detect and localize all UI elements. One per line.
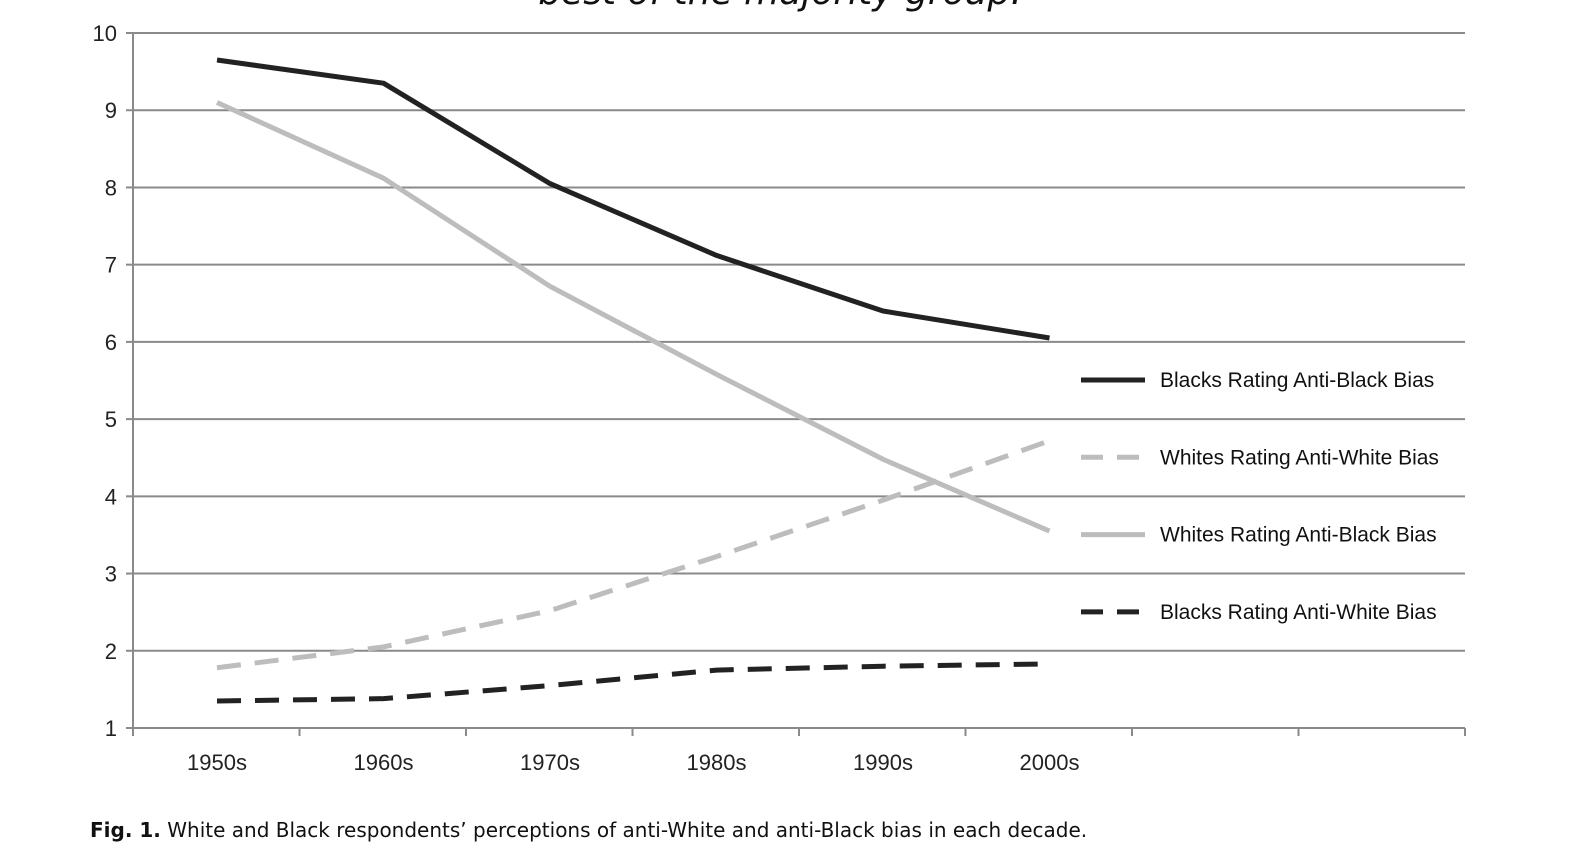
y-tick-label-9: 9 (105, 98, 117, 123)
chart-title: best of the majority group. (538, 0, 1022, 13)
y-tick-label-10: 10 (93, 21, 117, 46)
x-tick-label-1950s: 1950s (187, 750, 247, 775)
y-tick-label-6: 6 (105, 330, 117, 355)
y-tick-label-7: 7 (105, 253, 117, 278)
legend-label-3: Whites Rating Anti-Black Bias (1160, 524, 1437, 547)
axes: 1 2 3 4 5 6 7 8 9 10 1950s 1960s 1970s 1980s 1990s 2000… (93, 21, 1466, 775)
x-tick-label-1970s: 1970s (520, 750, 580, 775)
grid-lines (133, 32, 1465, 652)
series-line-4 (216, 661, 1050, 704)
y-tick-label-4: 4 (105, 484, 117, 509)
y-tick-label-8: 8 (105, 175, 117, 200)
series-line-1 (216, 57, 1050, 341)
y-tick-label-3: 3 (105, 562, 117, 587)
x-tick-label-1960s: 1960s (354, 750, 414, 775)
legend-label-4: Blacks Rating Anti-White Bias (1160, 601, 1437, 624)
series-line-2 (216, 438, 1051, 671)
x-tick-label-2000s: 2000s (1020, 750, 1080, 775)
legend: Blacks Rating Anti-Black Bias Whites Rati… (1081, 369, 1439, 624)
figure-caption: Fig. 1. White and Black respondents’ per… (90, 818, 1087, 842)
legend-label-2: Whites Rating Anti-White Bias (1160, 446, 1439, 469)
y-tick-label-2: 2 (105, 639, 117, 664)
y-tick-label-5: 5 (105, 407, 117, 432)
series-lines (215, 57, 1051, 704)
x-tick-label-1990s: 1990s (853, 750, 913, 775)
figure-label: Fig. 1. (90, 818, 161, 842)
x-tick-label-1980s: 1980s (687, 750, 747, 775)
y-tick-label-1: 1 (105, 716, 117, 741)
series-line-3 (215, 100, 1051, 534)
figure-caption-text: White and Black respondents’ perceptions… (167, 818, 1088, 842)
legend-label-1: Blacks Rating Anti-Black Bias (1160, 369, 1434, 392)
